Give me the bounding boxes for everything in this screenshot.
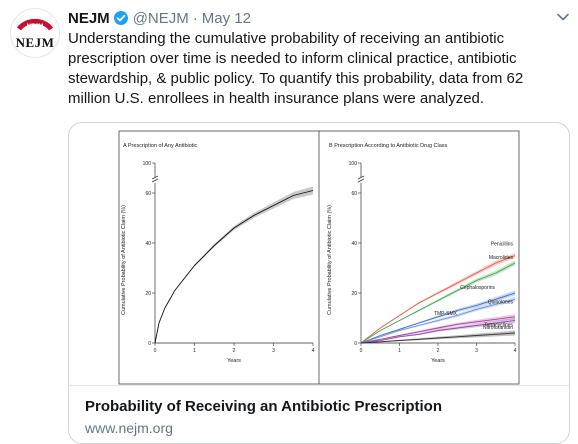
axis-break-mark bbox=[357, 175, 365, 183]
verified-badge-icon bbox=[113, 10, 129, 26]
y-tick-label: 60 bbox=[145, 191, 151, 197]
x-tick-label: 4 bbox=[312, 348, 315, 354]
chart-title: B Prescription According to Antibiotic D… bbox=[329, 143, 448, 149]
series-label: Quinolones bbox=[488, 299, 514, 305]
y-tick-label: 20 bbox=[351, 291, 357, 297]
avatar-wordmark: NEJM bbox=[15, 35, 55, 50]
y-tick-label: 60 bbox=[351, 191, 357, 197]
author-handle[interactable]: @NEJM bbox=[132, 9, 189, 27]
y-tick-label: 0 bbox=[148, 341, 151, 347]
x-tick-label: 4 bbox=[514, 348, 517, 354]
x-tick-label: 3 bbox=[475, 348, 478, 354]
x-tick-label: 2 bbox=[437, 348, 440, 354]
series-line bbox=[154, 190, 314, 344]
series-line bbox=[360, 320, 516, 344]
y-tick-label: 100 bbox=[349, 161, 358, 167]
series-line bbox=[360, 316, 516, 344]
chevron-down-icon[interactable] bbox=[556, 12, 570, 22]
x-tick-label: 0 bbox=[360, 348, 363, 354]
series-label: Tetracyclines bbox=[484, 323, 513, 329]
card-url: www.nejm.org bbox=[85, 420, 173, 436]
series-line bbox=[360, 255, 516, 344]
tweet-text: Understanding the cumulative probability… bbox=[68, 30, 524, 107]
axis-break-mark bbox=[151, 175, 159, 183]
y-tick-label: 40 bbox=[145, 241, 151, 247]
x-tick-label: 3 bbox=[272, 348, 275, 354]
y-tick-label: 0 bbox=[354, 341, 357, 347]
series-label: Penicillins bbox=[491, 242, 514, 248]
chart-title: A Prescription of Any Antibiotic bbox=[123, 143, 198, 149]
card-image: A Prescription of Any Antibiotic 0 20 40 60 1… bbox=[69, 123, 569, 386]
series-line bbox=[360, 298, 516, 344]
y-axis-label: Cumulative Probability of Antibiotic Cla… bbox=[121, 205, 127, 315]
link-card[interactable]: A Prescription of Any Antibiotic 0 20 40 60 1… bbox=[68, 122, 570, 444]
separator-dot: · bbox=[192, 9, 198, 27]
series-line bbox=[360, 292, 516, 344]
x-tick-label: 1 bbox=[193, 348, 196, 354]
series-band bbox=[361, 260, 515, 343]
y-axis-label: Cumulative Probability of Antibiotic Cla… bbox=[327, 205, 333, 315]
x-tick-label: 1 bbox=[398, 348, 401, 354]
figure-image: A Prescription of Any Antibiotic02040601… bbox=[118, 130, 520, 385]
nejm-logo-ring: NEJM bbox=[16, 18, 54, 31]
series-band bbox=[361, 330, 515, 343]
series-label: Macrolides bbox=[489, 255, 514, 261]
series-band bbox=[361, 253, 515, 343]
y-tick-label: 40 bbox=[351, 241, 357, 247]
chart-panel-a: A Prescription of Any Antibiotic02040601… bbox=[121, 143, 315, 364]
series-line bbox=[360, 262, 516, 344]
x-tick-label: 0 bbox=[154, 348, 157, 354]
series-label: TMP-SMX bbox=[434, 311, 458, 317]
y-tick-label: 100 bbox=[143, 161, 152, 167]
series-label: Nitrofurantoin bbox=[483, 325, 513, 331]
series-label: Cephalosporins bbox=[460, 285, 495, 291]
tweet-date[interactable]: May 12 bbox=[201, 9, 251, 27]
avatar[interactable]: NEJM NEJM bbox=[10, 8, 60, 58]
x-tick-label: 2 bbox=[233, 348, 236, 354]
x-axis-label: Years bbox=[227, 358, 241, 364]
svg-text:NEJM: NEJM bbox=[27, 24, 44, 30]
y-tick-label: 20 bbox=[145, 291, 151, 297]
author-name[interactable]: NEJM bbox=[68, 9, 110, 27]
card-title: Probability of Receiving an Antibiotic P… bbox=[85, 398, 442, 415]
x-axis-label: Years bbox=[431, 358, 445, 364]
series-band bbox=[361, 296, 515, 343]
tweet-header: NEJM @NEJM · May 12 bbox=[68, 8, 251, 28]
series-line bbox=[360, 332, 516, 344]
chart-panel-b: B Prescription According to Antibiotic D… bbox=[327, 143, 517, 364]
